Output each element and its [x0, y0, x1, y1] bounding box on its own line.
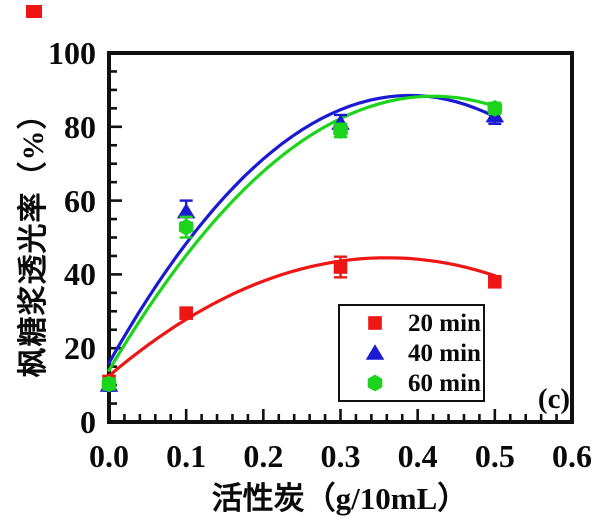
legend-label-40min: 40 min — [408, 339, 481, 367]
legend-item-60min: 60 min — [340, 370, 483, 396]
y-tick-label-80: 80 — [64, 108, 96, 145]
x-tick-label-0.0: 0.0 — [89, 438, 129, 474]
data-point-20min-marker — [488, 274, 502, 289]
fit-curve-60min — [107, 94, 497, 372]
data-point-40min-marker — [176, 202, 196, 219]
y-tick-label-100: 100 — [48, 35, 96, 71]
data-point-60min-marker — [101, 375, 117, 393]
triangle-marker-icon — [365, 344, 385, 360]
legend-label-20min: 20 min — [408, 309, 481, 337]
data-point-60min-marker — [487, 99, 503, 117]
y-tick-label-20: 20 — [64, 330, 96, 367]
hexagon-glyph — [367, 374, 383, 392]
stray-red-square-artifact — [26, 5, 42, 18]
fit-curve-20min — [107, 256, 497, 378]
x-tick-label-0.4: 0.4 — [397, 438, 438, 474]
triangle-glyph — [365, 344, 385, 360]
legend: 20 min 40 min 60 min — [338, 304, 485, 402]
data-point-20min-marker — [333, 260, 348, 274]
y-tick-label-60: 60 — [64, 182, 96, 219]
x-tick-label-0.6: 0.6 — [552, 438, 592, 474]
legend-item-40min: 40 min — [340, 340, 483, 366]
data-point-60min-marker — [333, 122, 348, 139]
x-tick-label-0.1: 0.1 — [166, 438, 207, 474]
panel-label: (c) — [537, 383, 571, 415]
y-tick-label-0: 0 — [80, 404, 96, 440]
square-glyph — [368, 316, 382, 330]
y-axis-title: 枫糖浆透光率（%） — [17, 98, 50, 378]
plot-frame — [107, 51, 574, 424]
data-point-60min-marker — [178, 218, 194, 236]
y-tick-label-40: 40 — [64, 256, 96, 293]
hexagon-marker-icon — [367, 374, 383, 392]
x-axis-title: 活性炭（g/10mL） — [211, 481, 469, 516]
legend-item-20min: 20 min — [340, 310, 483, 336]
legend-label-60min: 60 min — [408, 369, 481, 397]
x-tick-label-0.5: 0.5 — [474, 438, 515, 474]
data-point-20min-marker — [179, 306, 193, 320]
x-tick-label-0.3: 0.3 — [320, 438, 361, 474]
x-tick-label-0.2: 0.2 — [243, 438, 284, 474]
square-marker-icon — [368, 316, 382, 330]
